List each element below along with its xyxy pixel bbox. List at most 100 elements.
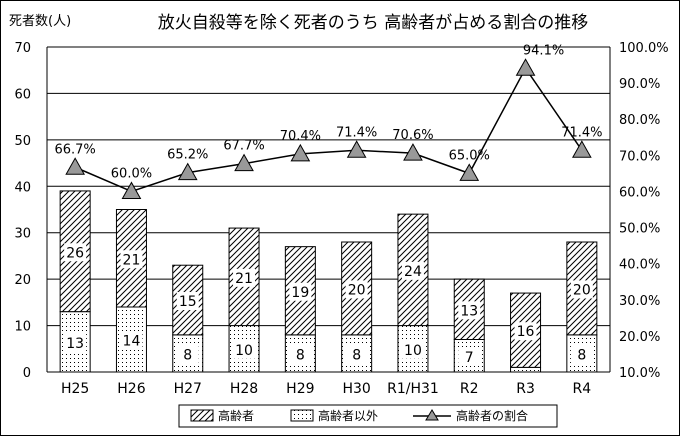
right-axis-ticks: 10.0% 20.0% 30.0% 40.0% 50.0% 60.0% 70.0% 80.0%… [619, 41, 669, 381]
ratio-label: 71.4% [561, 125, 602, 140]
category-labels: H25 H26 H27 H28 H29 H30 R1/H31 R2 R3 R4 [61, 381, 591, 397]
data-label-bg [289, 345, 312, 364]
legend-label-elderly: 高齢者 [218, 408, 254, 423]
y-tick-label: 40 [14, 180, 31, 195]
data-label-bg [64, 333, 87, 352]
bar-non-elderly [510, 366, 542, 373]
data-label-bg [514, 322, 537, 341]
y2-tick-label: 40.0% [619, 258, 660, 273]
data-label-non-elderly: 10 [404, 343, 422, 359]
data-label-bg [176, 345, 199, 364]
data-label-non-elderly: 8 [183, 347, 192, 363]
data-label-non-elderly: 10 [235, 343, 253, 359]
legend-label-non-elderly: 高齢者以外 [318, 408, 378, 423]
data-label-bg [120, 250, 143, 269]
y2-tick-label: 70.0% [619, 149, 660, 164]
ratio-label: 60.0% [111, 166, 152, 181]
data-label-elderly: 20 [348, 282, 366, 298]
category-label: R4 [573, 381, 592, 397]
y-tick-label: 10 [14, 320, 31, 335]
data-label-bg [345, 280, 368, 299]
data-label-elderly: 15 [179, 294, 197, 310]
category-label: H28 [230, 381, 258, 397]
category-label: H29 [286, 381, 314, 397]
data-label-bg [233, 340, 256, 359]
ratio-marker [403, 143, 423, 161]
data-label-non-elderly: 13 [66, 336, 84, 352]
data-label-bg [570, 345, 593, 364]
y2-tick-label: 100.0% [619, 41, 669, 56]
data-label-elderly: 26 [66, 245, 84, 261]
data-label-non-elderly: 7 [465, 350, 474, 366]
data-label-elderly: 13 [460, 303, 478, 319]
category-label: H30 [342, 381, 370, 397]
legend-swatch-elderly [190, 409, 214, 422]
data-label-non-elderly: 8 [577, 347, 586, 363]
data-label-bg [458, 301, 481, 320]
data-label-non-elderly: 14 [123, 334, 141, 350]
data-label-non-elderly: 8 [352, 347, 361, 363]
y2-tick-label: 30.0% [619, 294, 660, 309]
legend-box [178, 404, 558, 428]
ratio-marker [515, 58, 536, 76]
category-label: R2 [460, 381, 479, 397]
ratio-label: 94.1% [523, 43, 564, 58]
y2-tick-label: 60.0% [619, 185, 660, 200]
ratio-label: 67.7% [223, 139, 264, 154]
ratio-line-path [74, 66, 583, 193]
legend: 高齢者 高齢者以外 高齢者の割合 [178, 404, 558, 428]
data-label-bg [401, 261, 424, 280]
data-label-bg [289, 282, 312, 301]
data-label-non-elderly: 8 [296, 347, 305, 363]
data-label-bg [345, 345, 368, 364]
legend-label-ratio: 高齢者の割合 [456, 408, 528, 423]
category-label: R3 [516, 381, 535, 397]
category-label: H27 [174, 381, 202, 397]
ratio-marker [571, 140, 592, 158]
data-label-elderly: 19 [291, 285, 309, 301]
data-label-bg [458, 347, 481, 366]
ratio-label: 65.2% [167, 148, 208, 163]
y-tick-label: 50 [14, 134, 31, 149]
y-tick-label: 70 [14, 41, 31, 56]
y2-tick-label: 90.0% [619, 77, 660, 92]
data-label-bg [176, 292, 199, 311]
y-tick-label: 20 [14, 273, 31, 288]
left-axis-ticks: 0 10 20 30 40 50 60 70 [14, 41, 31, 381]
ratio-label: 70.4% [280, 129, 321, 144]
y2-tick-label: 80.0% [619, 113, 660, 128]
data-label-bg [233, 268, 256, 287]
category-label: H26 [117, 381, 145, 397]
y-axis-label: 死者数(人) [9, 14, 71, 29]
data-label-elderly: 20 [573, 282, 591, 298]
y2-tick-label: 10.0% [619, 366, 660, 381]
bars: 13 26 14 21 8 15 10 21 8 19 8 20 10 24 7 13 16 8 20 [59, 190, 598, 373]
y-tick-label: 60 [14, 87, 31, 102]
data-label-elderly: 16 [517, 324, 535, 340]
ratio-marker [234, 153, 254, 172]
ratio-label: 66.7% [54, 142, 95, 157]
ratio-marker [459, 163, 480, 181]
legend-swatch-non-elderly [290, 409, 314, 422]
data-label-bg [401, 340, 424, 359]
ratio-label: 65.0% [449, 148, 490, 163]
ratio-marker [290, 143, 311, 162]
data-label-bg [64, 243, 87, 262]
y2-tick-label: 20.0% [619, 330, 660, 345]
ratio-marker [177, 162, 198, 181]
data-label-bg [570, 280, 593, 299]
y2-tick-label: 50.0% [619, 222, 660, 237]
data-label-elderly: 24 [404, 264, 422, 280]
category-label: H25 [61, 381, 89, 397]
ratio-marker [346, 140, 367, 158]
ratio-label: 71.4% [336, 125, 377, 140]
ratio-marker [65, 157, 86, 175]
y-tick-label: 0 [23, 366, 31, 381]
ratio-marker [121, 181, 142, 199]
y-tick-label: 30 [14, 227, 31, 242]
category-label: R1/H31 [387, 381, 439, 397]
chart-title: 放火自殺等を除く死者のうち 高齢者が占める割合の推移 [158, 13, 588, 33]
data-label-elderly: 21 [235, 271, 253, 287]
